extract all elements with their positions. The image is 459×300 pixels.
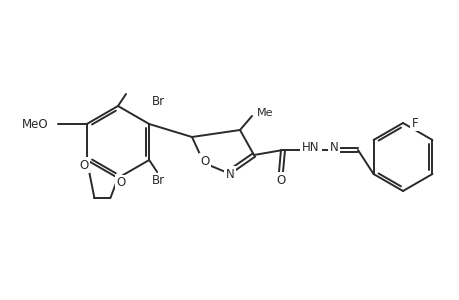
Text: O: O bbox=[116, 176, 125, 190]
Text: O: O bbox=[200, 154, 209, 167]
Text: Me: Me bbox=[257, 108, 273, 118]
Text: HN: HN bbox=[302, 140, 319, 154]
Text: MeO: MeO bbox=[22, 118, 49, 130]
Text: N: N bbox=[329, 140, 338, 154]
Text: O: O bbox=[79, 158, 88, 172]
Text: N: N bbox=[225, 167, 234, 181]
Text: F: F bbox=[411, 116, 418, 130]
Text: Br: Br bbox=[151, 175, 164, 188]
Text: Br: Br bbox=[151, 94, 164, 107]
Text: O: O bbox=[276, 173, 285, 187]
